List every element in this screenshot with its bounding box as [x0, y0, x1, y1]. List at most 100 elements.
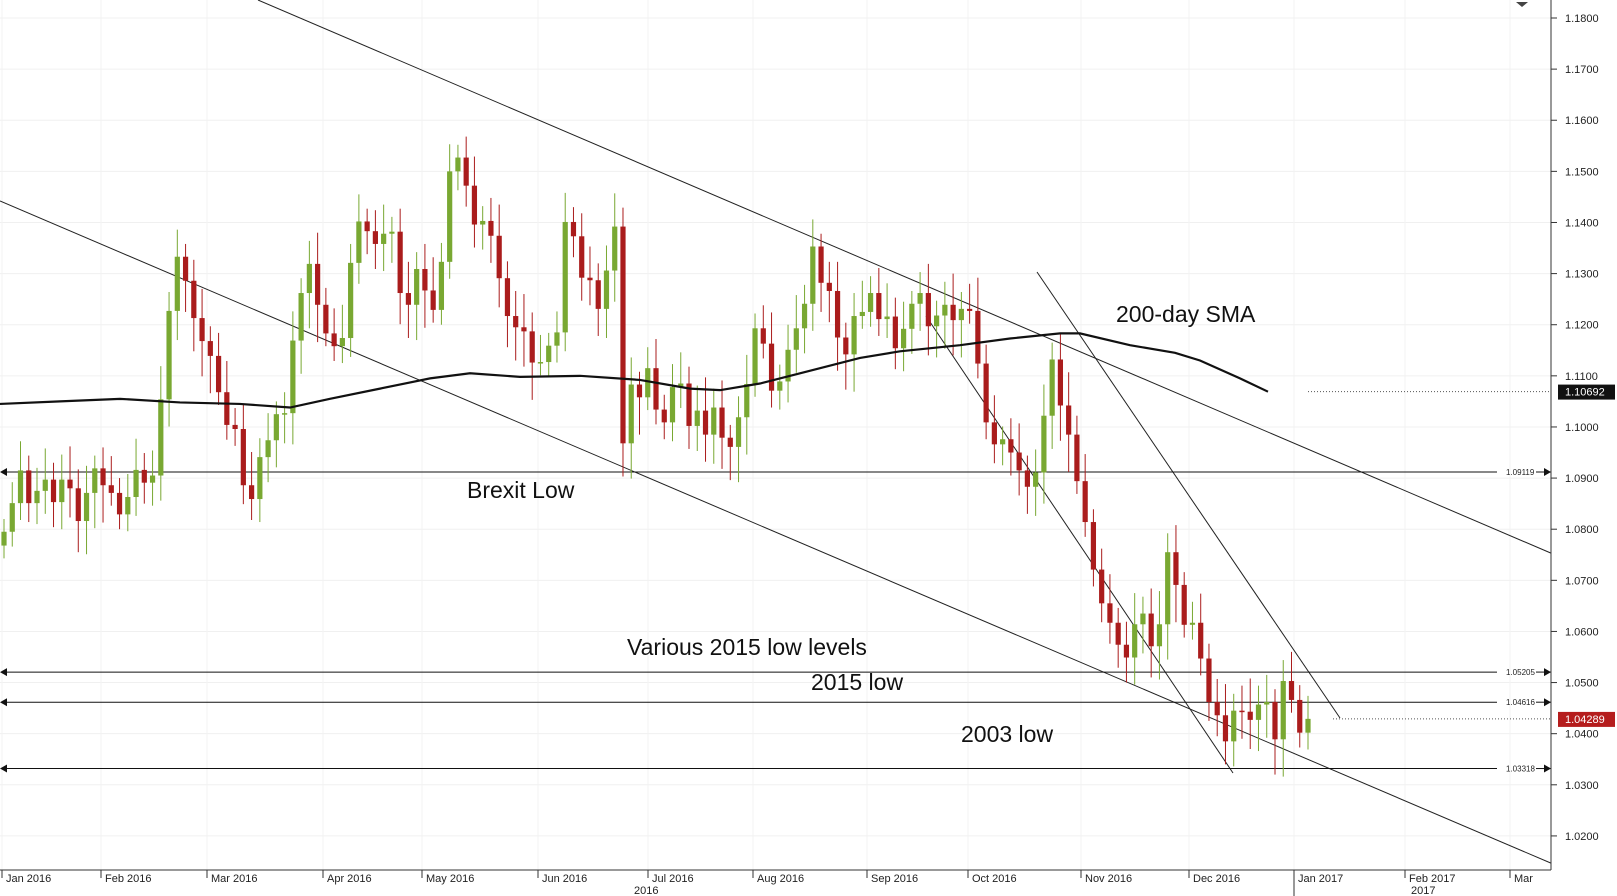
x-year-label: 2017	[1411, 885, 1435, 896]
x-tick-label: Apr 2016	[327, 873, 372, 885]
candle	[554, 311, 560, 363]
candle	[504, 261, 511, 348]
candle	[686, 366, 692, 449]
candle	[273, 401, 279, 468]
candle	[570, 207, 577, 258]
candle	[702, 377, 709, 462]
y-tick-label: 1.1200	[1565, 320, 1599, 332]
candle	[1049, 342, 1055, 449]
candle	[149, 450, 156, 506]
candle	[735, 396, 742, 483]
candle	[290, 311, 296, 445]
price-badges: 1.10692 1.04289	[1558, 384, 1615, 727]
scroll-chevron-icon[interactable]	[1516, 2, 1528, 7]
trendline-steep-lower	[925, 315, 1234, 774]
y-tick-label: 1.1400	[1565, 217, 1599, 229]
candle	[744, 354, 750, 455]
y-tick-label: 1.1100	[1565, 371, 1598, 383]
low-2015-annotation: 2015 low	[811, 669, 903, 695]
candle	[513, 290, 519, 361]
candle	[909, 290, 915, 354]
candle	[133, 438, 139, 516]
brexit-low-annotation: Brexit Low	[467, 477, 575, 503]
y-tick-label: 1.1300	[1565, 269, 1599, 281]
candle	[339, 304, 345, 364]
candle	[727, 424, 733, 481]
candle	[793, 295, 799, 373]
candle	[1082, 454, 1088, 537]
candle	[884, 283, 890, 339]
x-tick-label: Feb 2016	[105, 873, 151, 885]
candle	[248, 452, 255, 520]
level-label: 1.04616	[1506, 698, 1535, 707]
candle	[496, 204, 502, 308]
gridlines	[0, 0, 1551, 870]
y-tick-label: 1.1000	[1565, 422, 1599, 434]
candle	[521, 294, 527, 367]
candle	[1239, 685, 1245, 739]
x-year-label: 2016	[634, 885, 658, 896]
candle	[958, 292, 964, 358]
x-tick-label: Oct 2016	[972, 873, 1017, 885]
svg-text:1.10692: 1.10692	[1565, 387, 1605, 399]
candle	[851, 293, 857, 392]
candle	[1272, 689, 1278, 775]
candle	[967, 283, 973, 324]
candle	[859, 280, 865, 329]
candle	[636, 371, 643, 435]
candle	[1, 518, 7, 559]
trendlines	[0, 0, 1554, 865]
candle	[917, 272, 923, 331]
candle	[232, 408, 238, 446]
x-tick-label: Jan 2017	[1298, 873, 1343, 885]
candle	[455, 144, 461, 191]
candle	[1198, 593, 1204, 676]
candle	[818, 233, 824, 312]
x-axis: Jan 2016 Feb 2016 Mar 2016 Apr 2016 May 2016…	[0, 869, 1551, 896]
candle	[546, 332, 552, 377]
various-2015-annotation: Various 2015 low levels	[627, 634, 867, 660]
candle	[1247, 678, 1253, 750]
level-line: 1.03318	[0, 764, 1551, 774]
candle	[595, 263, 601, 336]
level-line: 1.05205	[0, 668, 1551, 677]
level-label: 1.09119	[1506, 468, 1535, 477]
candle	[1123, 621, 1130, 683]
candle	[265, 413, 271, 483]
low-2003-annotation: 2003 low	[961, 721, 1053, 747]
candle	[224, 361, 230, 440]
candle	[9, 482, 15, 547]
x-tick-label: Aug 2016	[757, 873, 804, 885]
y-tick-label: 1.1700	[1565, 64, 1599, 76]
candle	[199, 288, 205, 377]
candle	[1024, 455, 1030, 514]
candle	[1074, 415, 1080, 494]
candle	[661, 394, 667, 440]
candle	[1288, 651, 1295, 713]
sma-annotation: 200-day SMA	[1116, 301, 1256, 327]
candle	[480, 206, 486, 250]
x-tick-label: Jul 2016	[652, 873, 694, 885]
candle	[777, 364, 783, 410]
candle	[92, 455, 98, 529]
candle	[645, 347, 651, 411]
candle	[1033, 449, 1039, 516]
candle	[1214, 678, 1220, 737]
candle	[405, 261, 412, 339]
candle	[182, 243, 189, 312]
candle	[100, 447, 106, 523]
candle	[537, 334, 544, 376]
y-tick-label: 1.0200	[1565, 831, 1599, 843]
candle	[1140, 596, 1146, 654]
candle	[348, 243, 354, 357]
candle	[1090, 509, 1097, 587]
candle	[463, 136, 469, 207]
candle	[34, 467, 40, 525]
candle	[711, 388, 717, 464]
candle	[1280, 660, 1286, 777]
candle	[108, 456, 114, 506]
trendline-steep-upper	[1036, 271, 1341, 719]
candle	[215, 332, 222, 405]
y-tick-label: 1.0600	[1565, 626, 1599, 638]
